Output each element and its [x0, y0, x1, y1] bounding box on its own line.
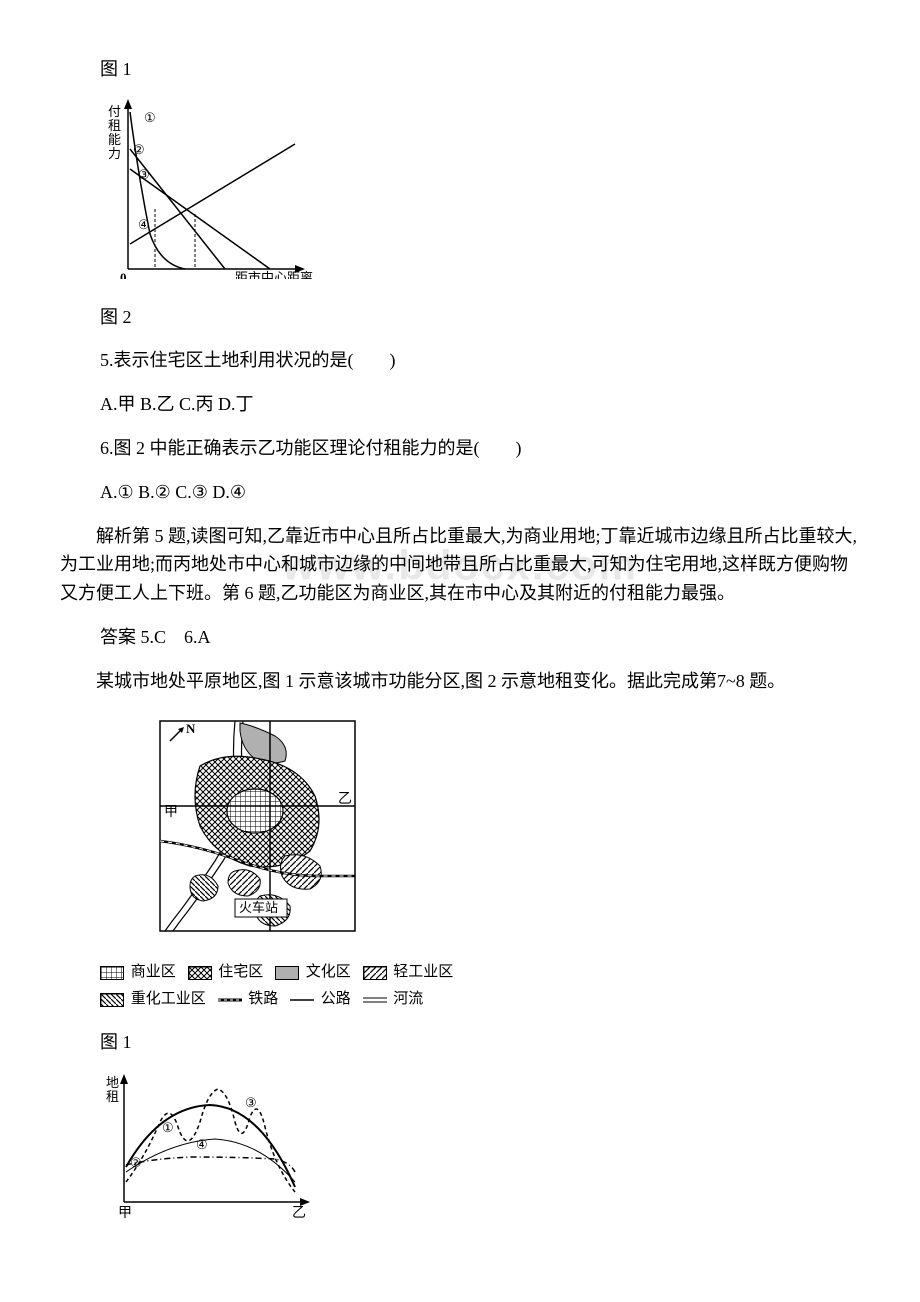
explanation1: 解析第 5 题,读图可知,乙靠近市中心且所占比重最大,为商业用地;丁靠近城市边缘…: [60, 522, 860, 608]
q6-options: A.① B.② C.③ D.④: [100, 478, 860, 507]
chart2-caption: 图 2: [100, 303, 860, 332]
chart2-label-3: ③: [138, 167, 150, 182]
chart2-ylabel-4: 力: [108, 146, 121, 161]
chart2-ylabel-3: 能: [108, 132, 121, 147]
legend-heavy-industry: 重化工业区: [100, 986, 206, 1013]
chart3-xlabel-left: 甲: [118, 1206, 132, 1221]
chart3-xlabel-right: 乙: [292, 1205, 306, 1221]
q5-options: A.甲 B.乙 C.丙 D.丁: [100, 390, 860, 419]
answer1: 答案 5.C 6.A: [100, 623, 860, 652]
chart2-container: 付 租 能 力 0 距市中心距离 ① ② ③ ④: [100, 94, 860, 288]
chart2-ylabel-2: 租: [108, 118, 121, 133]
figure1a-caption: 图 1: [100, 55, 860, 84]
legend-road: 公路: [290, 986, 351, 1013]
legend-residential: 住宅区: [188, 959, 264, 986]
legend-railway: 铁路: [218, 986, 279, 1013]
legend-river: 河流: [363, 986, 424, 1013]
chart2-svg: 付 租 能 力 0 距市中心距离 ① ② ③ ④: [100, 94, 320, 279]
legend-commercial: 商业区: [100, 959, 176, 986]
chart3-svg: 地 租 甲 乙 ① ② ③ ④: [100, 1067, 320, 1222]
map-container: N 甲 乙 火车站: [140, 711, 860, 955]
map-svg: N 甲 乙 火车站: [140, 711, 370, 946]
chart2-label-2: ②: [133, 142, 145, 157]
chart3-label-4: ④: [196, 1137, 208, 1152]
chart3-ylabel-1: 地: [106, 1075, 119, 1090]
map-station: 火车站: [239, 900, 278, 915]
chart3-label-1: ①: [162, 1120, 174, 1135]
explanation-container: www.bdocx.com 解析第 5 题,读图可知,乙靠近市中心且所占比重最大…: [60, 522, 860, 608]
chart2-origin: 0: [120, 270, 127, 279]
map-north: N: [186, 721, 196, 736]
chart2-label-1: ①: [144, 110, 156, 125]
map-legend: 商业区 住宅区 文化区 轻工业区 重化工业区 铁路 公路 河流: [100, 959, 860, 1013]
chart2-label-4: ④: [138, 217, 150, 232]
map-left-label: 甲: [164, 805, 178, 820]
chart3-container: 地 租 甲 乙 ① ② ③ ④: [100, 1067, 860, 1231]
map-right-label: 乙: [338, 791, 352, 807]
map-caption: 图 1: [100, 1028, 860, 1057]
chart3-label-3: ③: [245, 1095, 257, 1110]
chart3-label-2: ②: [130, 1155, 142, 1170]
q6-text: 6.图 2 中能正确表示乙功能区理论付租能力的是( ): [100, 434, 860, 463]
intro2: 某城市地处平原地区,图 1 示意该城市功能分区,图 2 示意地租变化。据此完成第…: [60, 667, 860, 696]
chart2-xlabel: 距市中心距离: [235, 270, 313, 279]
chart3-ylabel-2: 租: [106, 1089, 119, 1104]
chart2-ylabel-1: 付: [108, 104, 121, 119]
q5-text: 5.表示住宅区土地利用状况的是( ): [100, 346, 860, 375]
legend-culture: 文化区: [275, 959, 351, 986]
legend-light-industry: 轻工业区: [363, 959, 454, 986]
